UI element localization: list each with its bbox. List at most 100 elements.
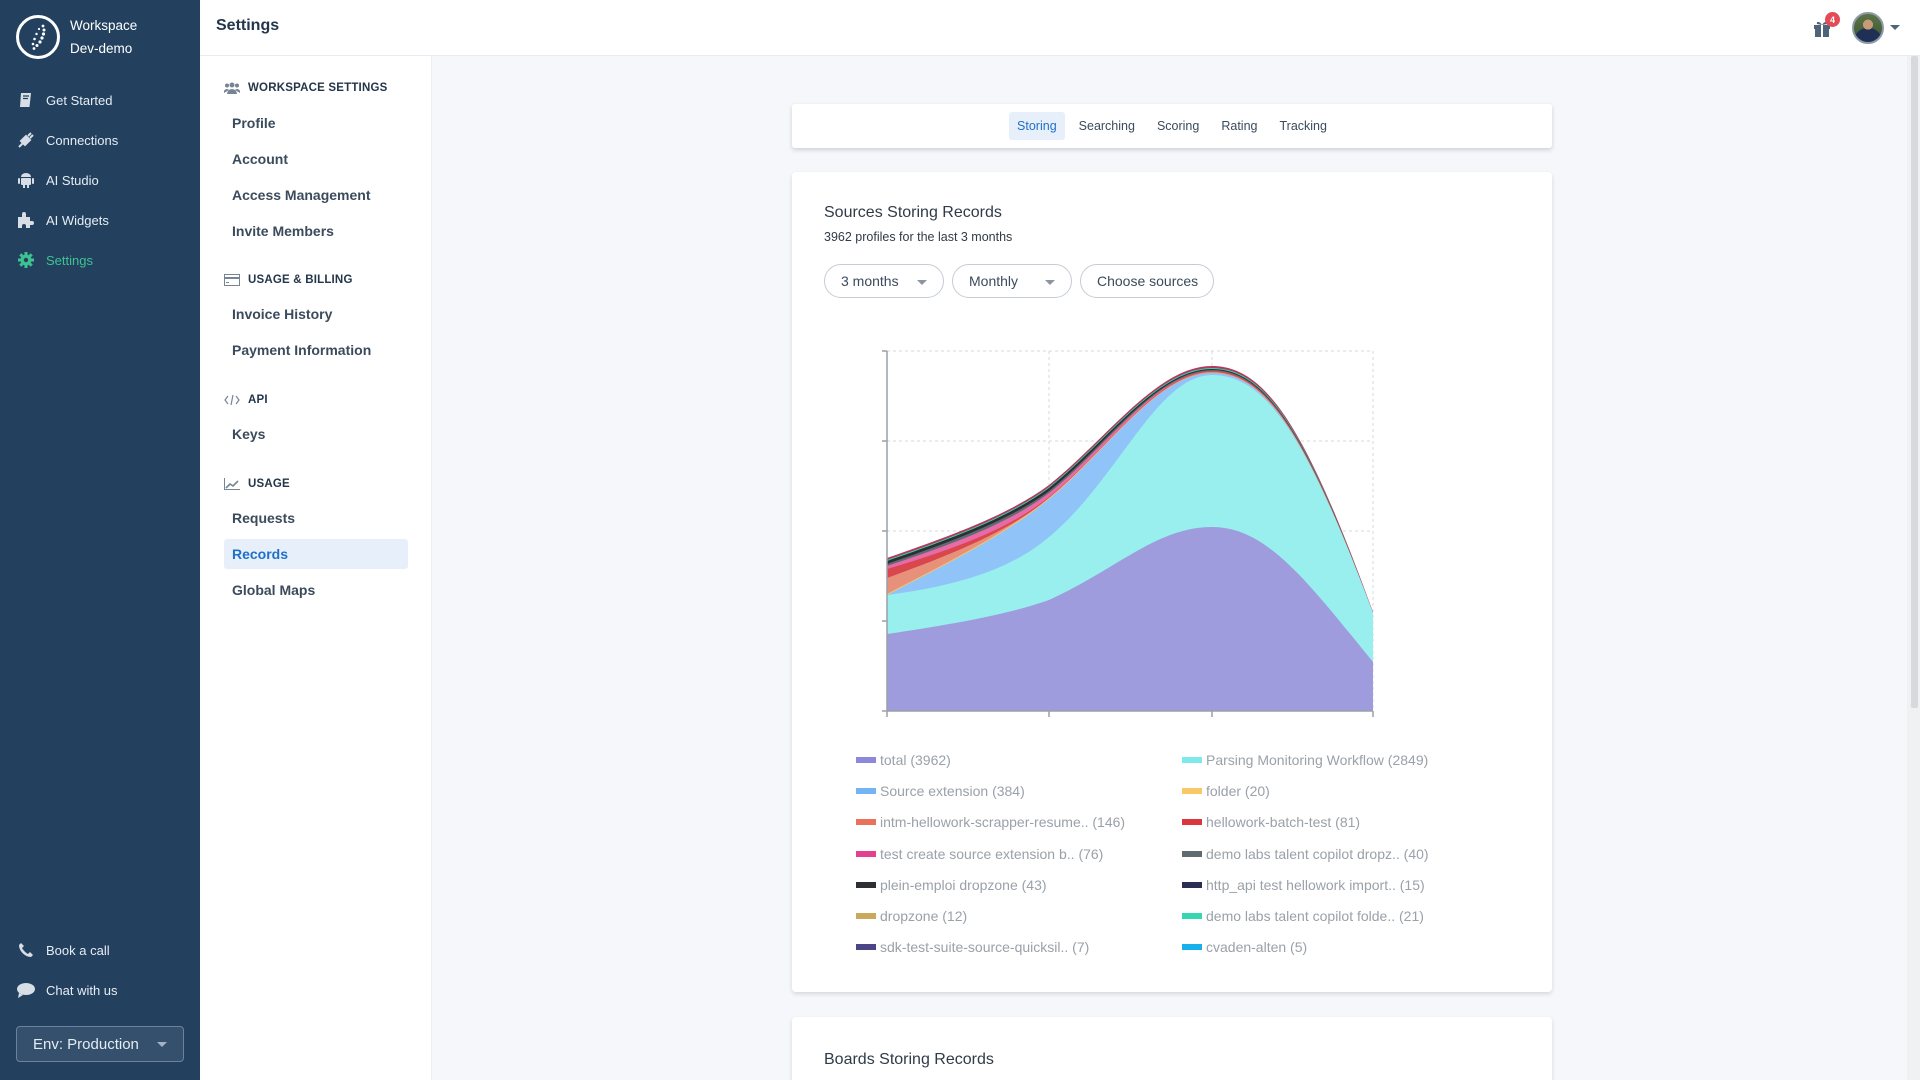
legend-swatch (1182, 819, 1202, 826)
settings-sidebar: WORKSPACE SETTINGS Profile Account Acces… (200, 56, 432, 1080)
legend-item[interactable]: test create source extension b.. (76) (856, 844, 1182, 864)
legend-swatch (1182, 757, 1202, 763)
notification-badge: 4 (1825, 12, 1840, 27)
legend-swatch (856, 850, 876, 857)
card-subtitle: 3962 profiles for the last 3 months (824, 230, 1013, 244)
users-icon (224, 82, 242, 94)
legend-swatch (1182, 788, 1202, 795)
nav-item-label: AI Widgets (46, 212, 109, 228)
sidebar-item-invite-members[interactable]: Invite Members (232, 223, 334, 239)
chevron-down-icon[interactable] (1890, 25, 1900, 30)
legend-item[interactable]: Source extension (384) (856, 781, 1182, 801)
workspace-name: Dev-demo (70, 41, 133, 56)
legend-swatch (856, 788, 876, 795)
sources-storing-records-card: Sources Storing Records 3962 profiles fo… (792, 172, 1552, 992)
avatar[interactable] (1852, 12, 1884, 44)
legend-item[interactable]: cvaden-alten (5) (1182, 937, 1508, 957)
legend-swatch (1182, 912, 1202, 919)
nav-item-ai-studio[interactable]: AI Studio (16, 168, 99, 192)
section-usage: USAGE (224, 478, 290, 490)
legend-item[interactable]: total (3962) (856, 750, 1182, 770)
legend-swatch (856, 819, 876, 826)
legend-item[interactable]: dropzone (12) (856, 906, 1182, 926)
nav-item-label: AI Studio (46, 172, 99, 188)
card-title: Sources Storing Records (824, 204, 1002, 221)
sidebar-item-access-management[interactable]: Access Management (232, 187, 371, 203)
sidebar-item-records[interactable]: Records (224, 539, 408, 569)
legend-item[interactable]: demo labs talent copilot folde.. (21) (1182, 906, 1508, 926)
nav-item-connections[interactable]: Connections (16, 128, 118, 152)
legend-swatch (856, 944, 876, 951)
legend-item[interactable]: folder (20) (1182, 781, 1508, 801)
usage-tabs: Storing Searching Scoring Rating Trackin… (792, 104, 1552, 148)
nav-item-get-started[interactable]: Get Started (16, 88, 112, 112)
legend-item[interactable]: Parsing Monitoring Workflow (2849) (1182, 750, 1508, 770)
chevron-down-icon (1045, 280, 1055, 285)
main-navigation: Workspace Dev-demo Get Started Connectio… (0, 0, 200, 1080)
chat-with-us-link[interactable]: Chat with us (16, 978, 118, 1002)
legend-swatch (856, 881, 876, 888)
legend-item[interactable]: plein-emploi dropzone (43) (856, 875, 1182, 895)
nav-item-label: Get Started (46, 92, 113, 108)
credit-card-icon (224, 274, 242, 286)
legend-swatch (856, 912, 876, 919)
chart-legend: total (3962) Parsing Monitoring Workflow… (856, 750, 1516, 957)
legend-item[interactable]: sdk-test-suite-source-quicksil.. (7) (856, 937, 1182, 957)
legend-item[interactable]: hellowork-batch-test (81) (1182, 812, 1508, 832)
workspace-switcher[interactable]: Workspace Dev-demo (16, 14, 137, 60)
tab-scoring[interactable]: Scoring (1156, 119, 1200, 133)
sidebar-item-invoice-history[interactable]: Invoice History (232, 306, 333, 322)
code-icon (224, 394, 242, 406)
interval-select[interactable]: Monthly (952, 264, 1072, 298)
legend-item[interactable]: http_api test hellowork import.. (15) (1182, 875, 1508, 895)
top-header: Settings 4 (200, 0, 1920, 56)
nav-item-label: Settings (46, 252, 93, 268)
legend-item[interactable]: intm-hellowork-scrapper-resume.. (146) (856, 812, 1182, 832)
tab-tracking[interactable]: Tracking (1279, 119, 1327, 133)
chevron-down-icon (917, 280, 927, 285)
nav-item-label: Connections (46, 132, 119, 148)
legend-swatch (1182, 944, 1202, 951)
legend-swatch (856, 757, 876, 763)
android-icon (16, 171, 36, 189)
tab-rating[interactable]: Rating (1221, 119, 1258, 133)
plug-icon (16, 131, 36, 149)
gift-icon[interactable] (1812, 18, 1832, 38)
page-title: Settings (216, 17, 280, 34)
legend-swatch (1182, 850, 1202, 857)
boards-storing-records-card: Boards Storing Records (792, 1017, 1552, 1080)
card-title: Boards Storing Records (824, 1051, 994, 1068)
workspace-label: Workspace (70, 18, 138, 33)
nav-item-ai-widgets[interactable]: AI Widgets (16, 208, 109, 232)
gear-icon (16, 251, 36, 269)
sidebar-item-keys[interactable]: Keys (232, 426, 266, 442)
puzzle-icon (16, 211, 36, 229)
nav-item-settings[interactable]: Settings (16, 248, 93, 272)
sidebar-item-profile[interactable]: Profile (232, 115, 276, 131)
line-chart-icon (224, 478, 242, 490)
section-workspace-settings: WORKSPACE SETTINGS (224, 82, 387, 94)
sidebar-item-global-maps[interactable]: Global Maps (232, 582, 316, 598)
choose-sources-button[interactable]: Choose sources (1080, 264, 1214, 298)
section-api: API (224, 394, 268, 406)
book-icon (16, 91, 36, 109)
nav-item-label: Book a call (46, 942, 110, 958)
chevron-down-icon (157, 1042, 167, 1047)
legend-item[interactable]: demo labs talent copilot dropz.. (40) (1182, 844, 1508, 864)
sidebar-item-requests[interactable]: Requests (232, 510, 296, 526)
stacked-area-chart (882, 350, 1374, 717)
chat-icon (16, 981, 36, 999)
phone-icon (16, 941, 36, 959)
logo-icon (16, 15, 60, 59)
sidebar-item-account[interactable]: Account (232, 151, 288, 167)
period-select[interactable]: 3 months (824, 264, 944, 298)
section-usage-billing: USAGE & BILLING (224, 274, 353, 286)
nav-item-label: Chat with us (46, 982, 118, 998)
environment-value: Env: Production (33, 1035, 139, 1053)
tab-searching[interactable]: Searching (1078, 119, 1135, 133)
book-a-call-link[interactable]: Book a call (16, 938, 110, 962)
tab-storing[interactable]: Storing (1009, 112, 1065, 140)
sidebar-item-payment-information[interactable]: Payment Information (232, 342, 372, 358)
scrollbar-thumb[interactable] (1911, 56, 1918, 708)
environment-select[interactable]: Env: Production (16, 1026, 184, 1062)
